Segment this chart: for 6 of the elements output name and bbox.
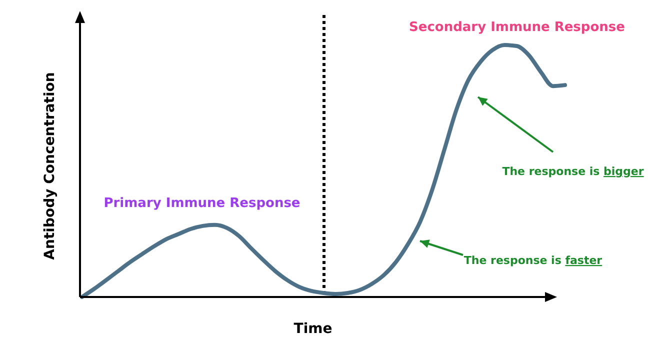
x-axis-title: Time <box>294 321 332 337</box>
annotation: Primary Immune Response <box>104 196 300 211</box>
annotation: The response is bigger <box>502 165 644 178</box>
y-axis-title: Antibody Concentration <box>42 72 58 260</box>
annotation: The response is faster <box>464 254 603 267</box>
text: Secondary Immune Response <box>409 20 626 35</box>
